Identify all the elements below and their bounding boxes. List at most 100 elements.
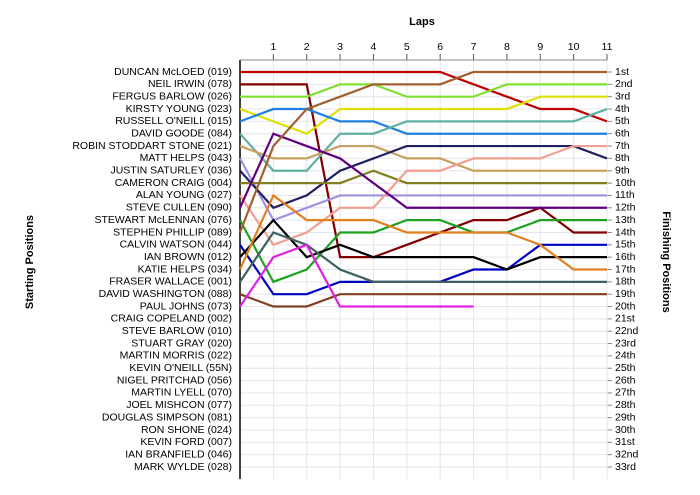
y2-tick-label: 24th — [615, 350, 636, 362]
series-line — [240, 83, 607, 98]
y2-tick-label: 20th — [615, 300, 636, 312]
y2-axis-label: Finishing Positions — [660, 211, 672, 312]
y-tick-label: JUSTIN SATURLEY (036) — [110, 165, 232, 177]
series-line — [238, 193, 607, 271]
y2-tick-label: 21st — [615, 313, 635, 325]
series-line — [239, 218, 607, 271]
y2-tick-label: 9th — [615, 165, 630, 177]
y-tick-label: KEVIN O'NEILL (55N) — [129, 362, 232, 374]
series-line — [240, 83, 607, 259]
chart-title: Laps — [409, 16, 435, 28]
x-tick-label: 2 — [304, 41, 310, 53]
series-line — [239, 231, 607, 283]
y-tick-label: NEIL IRWIN (078) — [148, 78, 232, 90]
y2-tick-label: 15th — [615, 239, 636, 251]
y-tick-label: DAVID GOODE (084) — [131, 128, 232, 140]
x-tick-label: 5 — [404, 41, 410, 53]
y2-tick-label: 18th — [615, 276, 636, 288]
y2-tick-label: 1st — [615, 66, 629, 78]
y-tick-label: KEVIN FORD (007) — [140, 436, 232, 448]
series-line — [239, 243, 474, 308]
x-tick-label: 8 — [504, 41, 510, 53]
y-tick-label: PAUL JOHNS (073) — [140, 300, 232, 312]
series-line — [239, 219, 607, 284]
y-tick-label: STEPHEN PHILLIP (089) — [113, 226, 232, 238]
y2-tick-label: 16th — [615, 251, 636, 263]
y2-tick-label: 33rd — [615, 461, 636, 473]
y-tick-label: MARTIN LYELL (070) — [131, 387, 232, 399]
y2-tick-label: 6th — [615, 128, 630, 140]
y-tick-label: STEVE BARLOW (010) — [122, 325, 232, 337]
y-tick-label: STEWART McLENNAN (076) — [95, 214, 233, 226]
y2-tick-label: 23rd — [615, 337, 636, 349]
y2-tick-label: 13th — [615, 214, 636, 226]
y2-tick-label: 29th — [615, 411, 636, 423]
y-tick-label: ALAN YOUNG (027) — [136, 189, 232, 201]
y2-tick-label: 28th — [615, 399, 636, 411]
y2-tick-label: 11th — [615, 189, 635, 201]
x-tick-label: 6 — [437, 41, 443, 53]
y2-tick-label: 3rd — [615, 90, 630, 102]
y2-tick-label: 22nd — [615, 325, 639, 337]
y-tick-label: MATT HELPS (043) — [140, 152, 232, 164]
y2-tick-label: 4th — [615, 103, 630, 115]
series-line — [239, 144, 608, 210]
y-tick-label: STUART GRAY (020) — [131, 337, 232, 349]
x-tick-label: 9 — [537, 41, 543, 53]
y2-tick-label: 27th — [615, 387, 636, 399]
y2-tick-label: 25th — [615, 362, 636, 374]
y-tick-label: DAVID WASHINGTON (088) — [99, 288, 232, 300]
y-tick-label: DUNCAN McLOED (019) — [114, 66, 232, 78]
series-line — [239, 107, 608, 172]
y-tick-label: NIGEL PRITCHAD (056) — [117, 374, 232, 386]
series-line — [239, 144, 607, 247]
series-line — [239, 107, 607, 135]
y2-tick-label: 2nd — [615, 78, 633, 90]
y2-tick-label: 19th — [615, 288, 636, 300]
x-tick-label: 10 — [568, 41, 580, 53]
y2-tick-label: 12th — [615, 202, 636, 214]
y2-tick-label: 30th — [615, 424, 636, 436]
y2-tick-label: 32nd — [615, 448, 639, 460]
y-tick-label: MARTIN MORRIS (022) — [120, 350, 232, 362]
y-tick-label: RUSSELL O'NEILL (015) — [115, 115, 232, 127]
series-line — [239, 95, 607, 135]
y2-tick-label: 31st — [615, 436, 635, 448]
y-tick-label: IAN BROWN (012) — [144, 251, 232, 263]
y2-tick-label: 7th — [615, 140, 630, 152]
y-tick-label: DOUGLAS SIMPSON (081) — [102, 411, 232, 423]
y-tick-label: FERGUS BARLOW (026) — [112, 90, 232, 102]
x-tick-label: 7 — [471, 41, 477, 53]
y-tick-label: CALVIN WATSON (044) — [120, 239, 232, 251]
x-tick-label: 11 — [602, 41, 613, 53]
y-tick-label: JOEL MISHCON (077) — [126, 399, 232, 411]
series-line — [239, 144, 607, 172]
series-line — [239, 293, 607, 308]
x-tick-label: 3 — [337, 41, 343, 53]
y-tick-label: RON SHONE (024) — [141, 424, 232, 436]
y-tick-label: MARK WYLDE (028) — [134, 461, 232, 473]
y-tick-label: CAMERON CRAIG (004) — [115, 177, 232, 189]
y2-tick-label: 10th — [615, 177, 636, 189]
y2-tick-label: 14th — [615, 226, 636, 238]
y2-tick-label: 5th — [615, 115, 630, 127]
y-tick-label: KATIE HELPS (034) — [138, 263, 232, 275]
x-tick-label: 4 — [371, 41, 377, 53]
series-line — [238, 70, 607, 233]
y-tick-label: IAN BRANFIELD (046) — [125, 448, 232, 460]
y-axis-label: Starting Positions — [24, 215, 36, 309]
y2-tick-label: 26th — [615, 374, 636, 386]
y2-tick-label: 8th — [615, 152, 630, 164]
y-tick-label: STEVE CULLEN (090) — [126, 202, 232, 214]
y-tick-label: CRAIG COPELAND (002) — [111, 313, 232, 325]
series-line — [240, 70, 608, 123]
x-tick-label: 1 — [270, 41, 276, 53]
y-tick-label: ROBIN STODDART STONE (021) — [72, 140, 232, 152]
y-tick-label: FRASER WALLACE (001) — [109, 276, 232, 288]
series-line — [239, 157, 607, 222]
series-line — [240, 169, 607, 185]
series-line — [238, 132, 607, 209]
y-tick-label: KIRSTY YOUNG (023) — [126, 103, 232, 115]
